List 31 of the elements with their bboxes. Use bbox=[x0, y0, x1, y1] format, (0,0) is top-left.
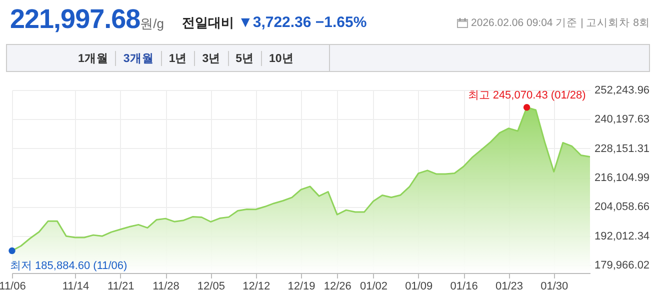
text: 3개월 bbox=[115, 51, 161, 66]
x-tick-label: 01/02 bbox=[360, 280, 388, 292]
text: 3년 bbox=[194, 51, 228, 66]
x-tick-label: 12/26 bbox=[324, 280, 352, 292]
text: 2026.02.06 09:04 기준 | 고시회차 8회 bbox=[471, 16, 650, 30]
x-tick-label: 12/05 bbox=[197, 280, 225, 292]
annotation: 최저 185,884.60 (11/06) bbox=[10, 260, 128, 272]
x-tick-label: 12/12 bbox=[242, 280, 270, 292]
x-tick-label: 01/09 bbox=[405, 280, 433, 292]
x-tick-label: 01/23 bbox=[495, 280, 523, 292]
x-tick-label: 11/06 bbox=[0, 280, 26, 292]
x-tick-label: 01/16 bbox=[450, 280, 478, 292]
x-tick-label: 11/14 bbox=[62, 280, 90, 292]
y-tick-label: 192,012.34 bbox=[594, 230, 650, 242]
text: 1년 bbox=[160, 51, 194, 66]
y-tick-label: 228,151.31 bbox=[594, 142, 650, 155]
y-tick-label: 179,966.02 bbox=[594, 260, 650, 272]
x-tick-label: 12/19 bbox=[288, 280, 316, 292]
annotation: 최고 245,070.43 (01/28) bbox=[468, 89, 586, 102]
chart-title: 221,997.68원/g bbox=[10, 4, 164, 34]
text: 1개월 bbox=[77, 52, 110, 66]
x-tick-label: 01/30 bbox=[540, 280, 568, 292]
text: 5년 bbox=[228, 51, 262, 66]
y-tick-label: 204,058.66 bbox=[594, 201, 650, 214]
x-tick-label: 11/28 bbox=[152, 280, 180, 292]
y-tick-label: 240,197.63 bbox=[594, 114, 650, 126]
y-tick-label: 216,104.99 bbox=[594, 172, 650, 184]
y-tick-label: 252,243.96 bbox=[594, 84, 650, 96]
chart-subtitle: 전일대비 ▼3,722.36 −1.65% bbox=[182, 14, 367, 32]
text: 10년 bbox=[261, 51, 301, 66]
x-tick-label: 11/21 bbox=[108, 280, 134, 292]
